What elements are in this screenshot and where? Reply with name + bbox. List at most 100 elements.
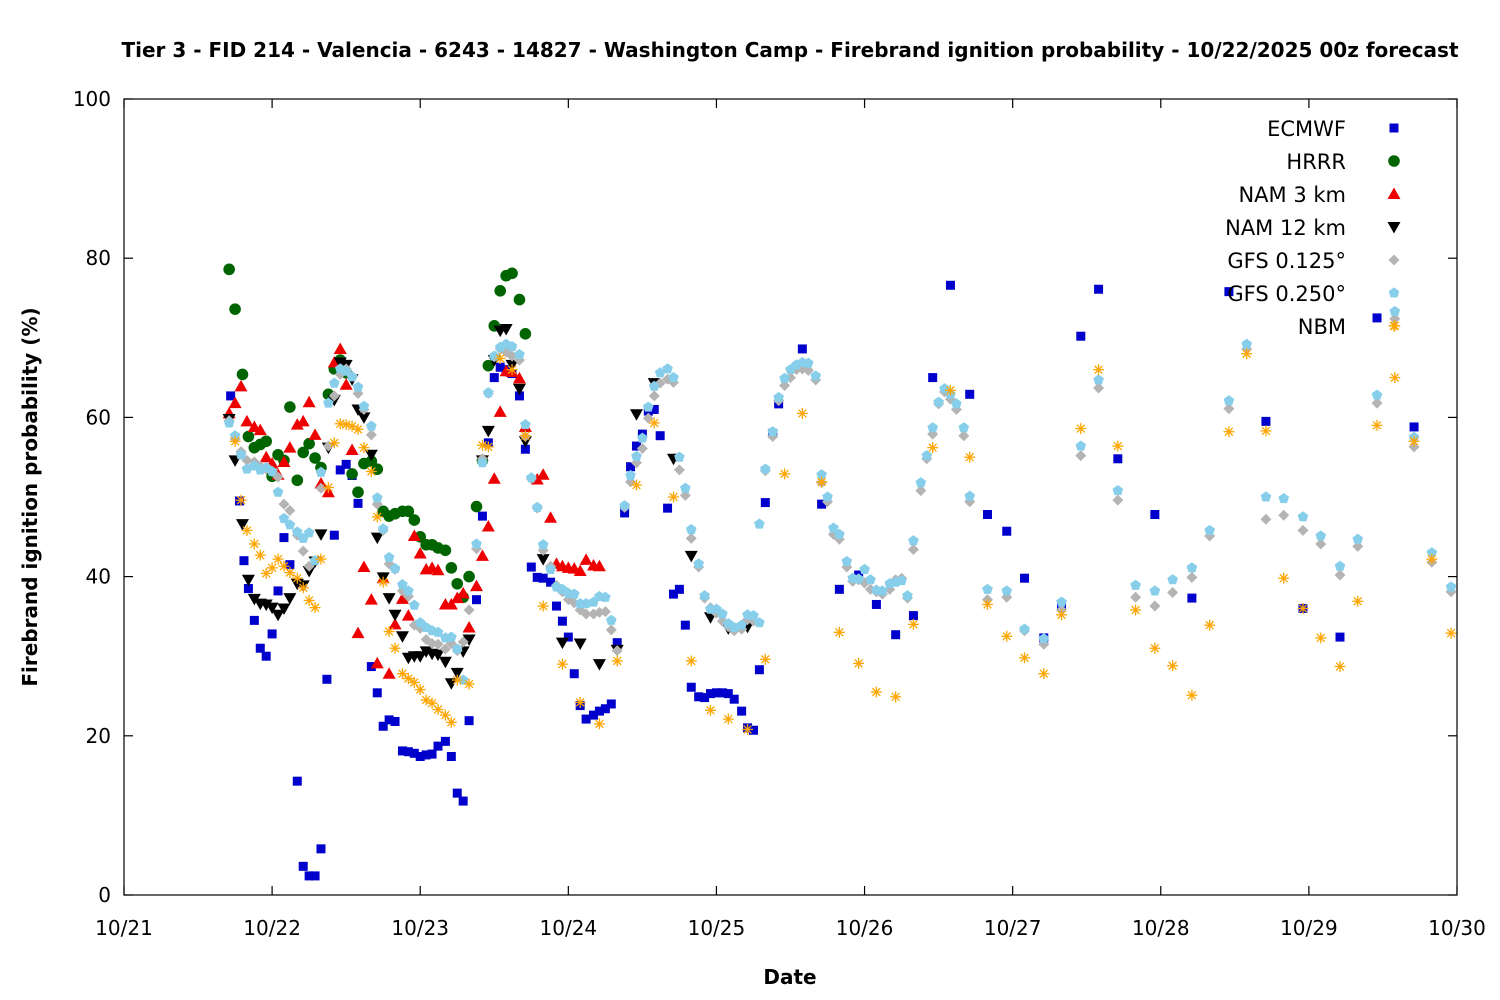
data-point [226,391,236,401]
data-point [472,595,482,605]
data-point [506,267,518,280]
legend-entry-marker [1388,254,1400,266]
data-point [277,455,291,467]
data-point [403,747,413,757]
data-point [685,655,697,667]
data-point [446,751,456,761]
data-point [444,597,458,610]
data-point [470,579,484,592]
data-point [315,553,327,565]
data-point [328,377,340,388]
data-point [365,429,377,441]
x-tick-label: 10/25 [688,916,746,940]
data-point [1260,513,1272,525]
data-point [1130,604,1142,616]
data-point [1001,630,1013,642]
data-point [822,491,833,502]
x-tick-label: 10/28 [1132,916,1190,940]
data-point [278,498,290,510]
data-point [396,668,408,680]
data-point [1113,454,1123,464]
data-point [705,704,717,716]
data-point [711,688,721,698]
data-point [626,462,636,472]
data-point [451,643,463,654]
data-point [249,615,259,625]
legend-entry-marker [1388,320,1400,332]
data-point [283,593,297,605]
data-point [314,529,328,541]
data-point [463,678,475,690]
data-point [982,583,993,594]
data-point [685,524,697,535]
data-point [1224,287,1234,297]
data-point [382,593,396,605]
data-point [654,367,666,378]
data-point [432,638,444,650]
data-point [1187,593,1197,603]
y-tick-label: 80 [86,246,111,270]
data-point [748,610,759,621]
data-point [759,653,771,665]
data-point [366,662,376,672]
data-point [408,676,420,688]
data-point [241,524,253,536]
data-point [414,684,426,696]
data-point [329,530,339,540]
data-point [243,584,253,594]
legend-entry-marker [1387,222,1401,234]
data-point [272,553,284,565]
data-point [694,692,704,702]
data-point [314,476,328,489]
data-point [1372,313,1382,323]
data-point [377,576,389,588]
data-point [637,432,648,443]
data-point [1167,660,1179,672]
data-point [674,451,685,462]
data-point [965,389,975,399]
legend-entry-label: GFS 0.125° [1227,249,1346,273]
data-point [427,749,437,759]
data-point [241,574,255,587]
chart-title: Tier 3 - FID 214 - Valencia - 6243 - 148… [121,38,1458,62]
data-point [389,642,401,654]
data-point [556,658,568,670]
data-point [544,511,558,523]
data-point [346,468,358,480]
data-point [981,598,993,610]
data-point [316,844,326,854]
data-point [260,435,272,448]
data-point [439,544,452,557]
data-point [589,710,599,720]
data-point [907,544,919,556]
data-point [494,352,506,364]
data-point [531,501,543,512]
data-point [649,404,659,414]
data-point [346,371,358,382]
data-point [309,452,321,464]
data-point [1315,530,1327,541]
data-point [389,563,401,574]
data-point [315,482,327,494]
data-point [228,396,242,409]
data-point [907,618,919,630]
data-point [401,609,415,621]
data-point [1167,587,1179,599]
data-point [494,285,507,297]
data-point [253,423,267,436]
data-point [229,435,241,447]
data-point [1260,491,1272,502]
data-point [754,665,764,675]
data-point [668,372,679,383]
y-tick-label: 40 [86,565,111,589]
data-point [537,539,549,550]
data-point [871,599,881,609]
data-point [384,715,394,725]
data-point [457,636,469,648]
x-tick-label: 10/24 [540,916,598,940]
data-point [297,545,309,557]
data-point [1241,338,1253,349]
data-point [592,559,606,572]
data-point [655,431,665,441]
data-point [828,522,839,533]
